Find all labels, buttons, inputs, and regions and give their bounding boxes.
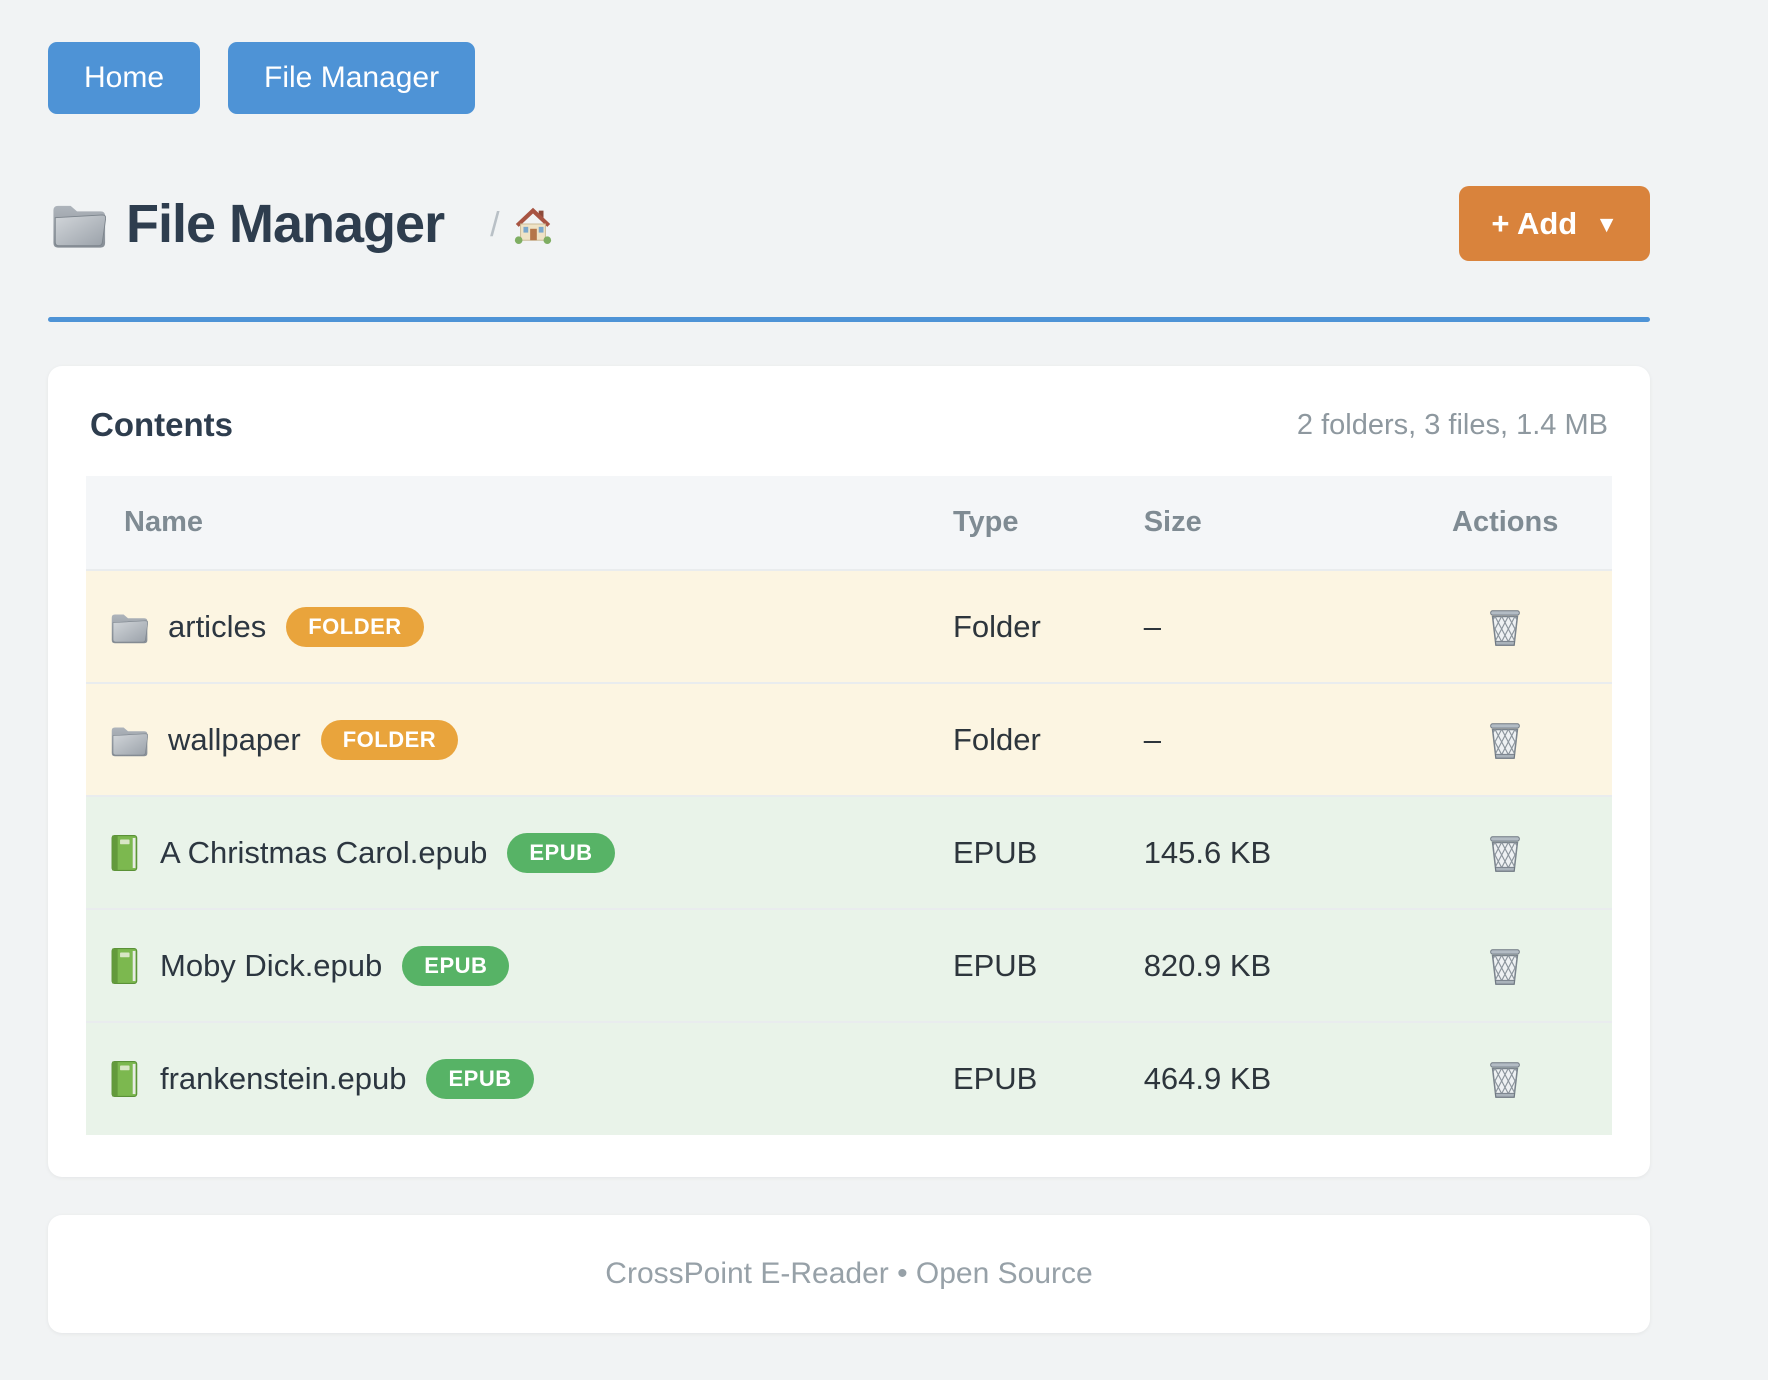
add-button[interactable]: + Add ▼: [1459, 186, 1650, 261]
green-book-icon: [108, 1060, 140, 1098]
top-nav: Home File Manager: [48, 42, 1650, 114]
file-name: Moby Dick.epub: [160, 947, 383, 983]
file-name: articles: [168, 608, 267, 644]
type-cell: Folder: [932, 682, 1124, 796]
type-badge: EPUB: [507, 832, 615, 873]
column-header-size: Size: [1123, 476, 1399, 570]
add-button-label: + Add: [1491, 206, 1578, 241]
size-cell: –: [1123, 569, 1399, 683]
nav-home-button[interactable]: Home: [48, 42, 201, 114]
type-badge: FOLDER: [320, 719, 459, 760]
type-badge: EPUB: [402, 945, 510, 986]
type-cell: Folder: [932, 569, 1124, 683]
table-row: Moby Dick.epub EPUB EPUB 820.9 KB: [86, 908, 1612, 1022]
trash-icon: [1484, 830, 1526, 876]
type-badge: FOLDER: [286, 606, 424, 647]
title-group: File Manager /: [48, 193, 554, 255]
delete-button[interactable]: [1480, 826, 1530, 880]
trash-icon: [1484, 943, 1526, 989]
file-link[interactable]: frankenstein.epub EPUB: [108, 1059, 913, 1099]
trash-icon: [1484, 604, 1526, 650]
breadcrumb: /: [490, 203, 553, 245]
folder-icon: [108, 610, 148, 644]
page-title: File Manager: [126, 193, 445, 254]
folder-icon: [48, 199, 106, 249]
file-link[interactable]: Moby Dick.epub EPUB: [108, 945, 913, 986]
type-cell: EPUB: [932, 795, 1124, 909]
table-row: articles FOLDER Folder –: [86, 569, 1612, 683]
contents-card: Contents 2 folders, 3 files, 1.4 MB Name…: [48, 366, 1650, 1177]
size-cell: 145.6 KB: [1123, 795, 1399, 909]
green-book-icon: [108, 834, 140, 872]
size-cell: 464.9 KB: [1123, 1021, 1399, 1135]
type-cell: EPUB: [932, 908, 1124, 1022]
trash-icon: [1484, 1056, 1526, 1102]
folder-icon: [108, 723, 148, 757]
contents-heading: Contents: [90, 406, 233, 443]
file-table: Name Type Size Actions: [86, 476, 1612, 1135]
delete-button[interactable]: [1480, 939, 1530, 993]
table-row: wallpaper FOLDER Folder –: [86, 682, 1612, 796]
nav-file-manager-button[interactable]: File Manager: [228, 42, 476, 114]
type-badge: EPUB: [426, 1059, 534, 1099]
delete-button[interactable]: [1480, 1052, 1530, 1106]
column-header-name: Name: [86, 476, 933, 570]
green-book-icon: [108, 947, 140, 985]
contents-card-header: Contents 2 folders, 3 files, 1.4 MB: [86, 402, 1612, 476]
footer-text: CrossPoint E-Reader • Open Source: [605, 1257, 1093, 1290]
file-name: A Christmas Carol.epub: [160, 834, 488, 870]
house-icon[interactable]: [512, 203, 554, 245]
table-header-row: Name Type Size Actions: [86, 476, 1612, 570]
file-link[interactable]: A Christmas Carol.epub EPUB: [108, 832, 913, 873]
footer: CrossPoint E-Reader • Open Source: [48, 1215, 1650, 1333]
size-cell: 820.9 KB: [1123, 908, 1399, 1022]
column-header-actions: Actions: [1398, 476, 1612, 570]
table-row: A Christmas Carol.epub EPUB EPUB 145.6 K…: [86, 795, 1612, 909]
size-cell: –: [1123, 682, 1399, 796]
breadcrumb-separator: /: [490, 206, 500, 244]
column-header-type: Type: [932, 476, 1124, 570]
caret-down-icon: ▼: [1595, 211, 1618, 237]
type-cell: EPUB: [932, 1021, 1124, 1135]
folder-link[interactable]: articles FOLDER: [108, 606, 913, 647]
page-container: Home File Manager File Manager /: [48, 0, 1650, 1333]
page-header: File Manager / + A: [48, 186, 1650, 261]
folder-link[interactable]: wallpaper FOLDER: [108, 719, 913, 760]
file-name: wallpaper: [168, 721, 301, 757]
table-row: frankenstein.epub EPUB EPUB 464.9 KB: [86, 1021, 1612, 1135]
contents-summary: 2 folders, 3 files, 1.4 MB: [1296, 408, 1608, 441]
trash-icon: [1484, 717, 1526, 763]
delete-button[interactable]: [1480, 600, 1530, 654]
header-divider: [48, 317, 1650, 322]
file-name: frankenstein.epub: [160, 1061, 407, 1096]
delete-button[interactable]: [1480, 713, 1530, 767]
